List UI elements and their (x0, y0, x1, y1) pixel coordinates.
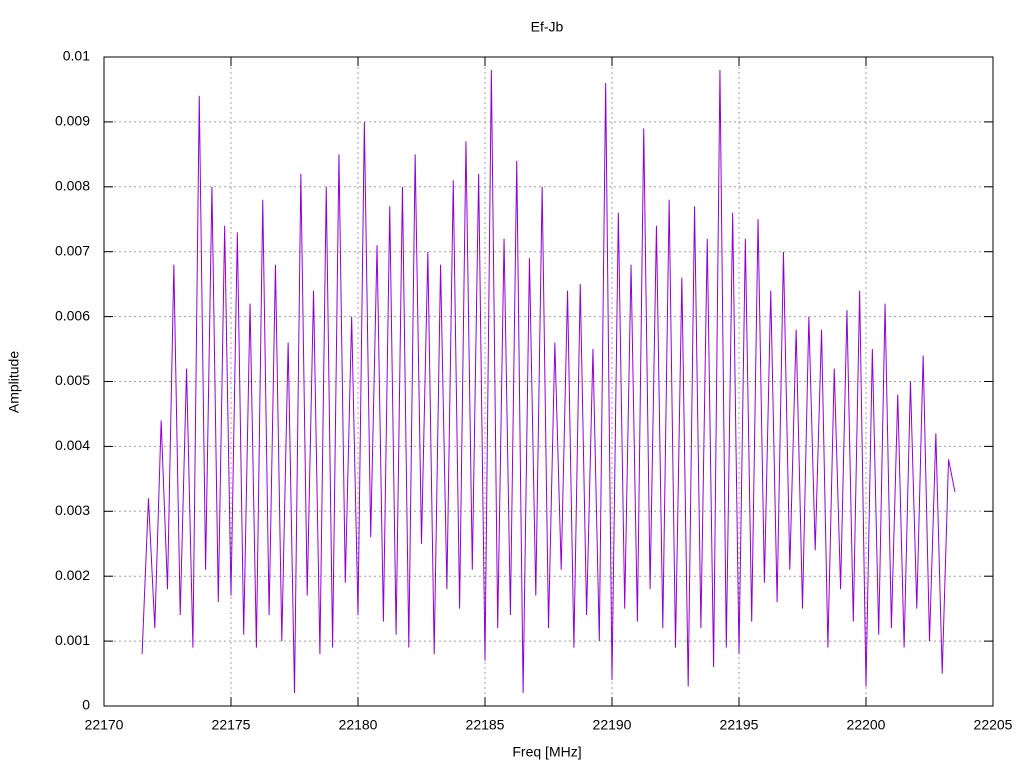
y-tick-label: 0.01 (63, 48, 90, 64)
plot-border (103, 56, 994, 707)
x-tick-label: 22175 (212, 717, 251, 733)
y-axis-label: Amplitude (6, 351, 22, 413)
x-tick-label: 22200 (847, 717, 886, 733)
y-tick-label: 0.005 (55, 372, 90, 388)
x-tick-label: 22185 (466, 717, 505, 733)
data-line (141, 69, 956, 694)
y-tick-label: 0.004 (55, 437, 90, 453)
y-tick-label: 0.009 (55, 113, 90, 129)
y-tick-label: 0.001 (55, 632, 90, 648)
y-tick-label: 0.008 (55, 178, 90, 194)
y-tick-label: 0.007 (55, 242, 90, 258)
y-tick-label: 0 (82, 697, 90, 713)
chart-title: Ef-Jb (531, 19, 564, 35)
x-axis-label: Freq [MHz] (512, 744, 581, 760)
x-tick-label: 22180 (339, 717, 378, 733)
x-tick-label: 22170 (85, 717, 124, 733)
x-tick-label: 22190 (593, 717, 632, 733)
x-tick-label: 22195 (720, 717, 759, 733)
y-tick-label: 0.006 (55, 307, 90, 323)
x-tick-label: 22205 (974, 717, 1013, 733)
y-tick-label: 0.002 (55, 567, 90, 583)
y-tick-label: 0.003 (55, 502, 90, 518)
